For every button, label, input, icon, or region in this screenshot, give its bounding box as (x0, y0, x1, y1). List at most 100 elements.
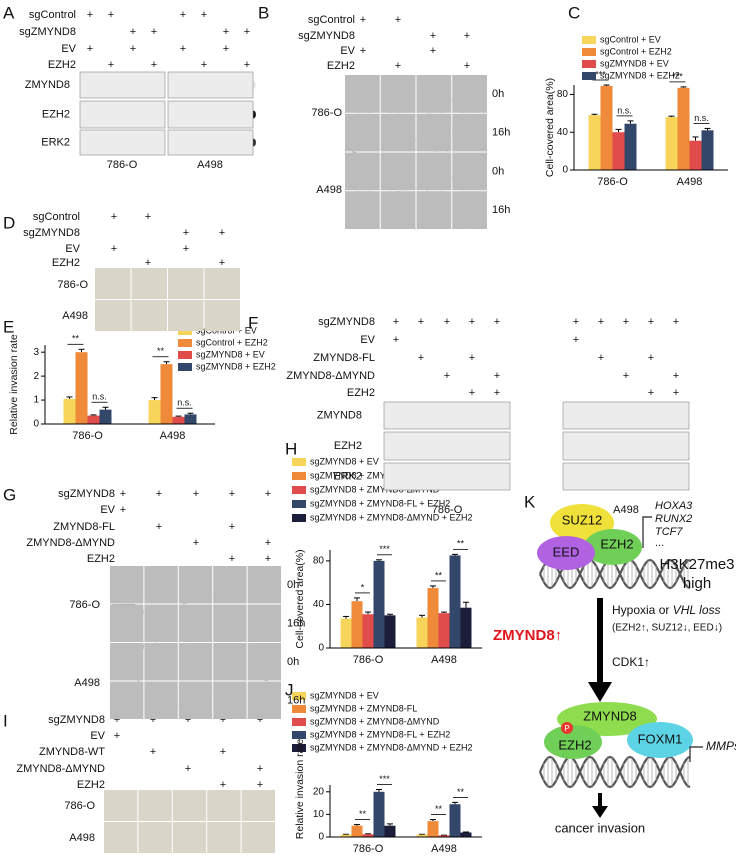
condition-mark: + (114, 730, 120, 742)
condition-mark: + (673, 370, 679, 382)
row-label: A498 (613, 504, 639, 516)
condition-mark: + (469, 352, 475, 364)
kinase: CDK1↑ (612, 655, 650, 669)
bar (148, 400, 161, 424)
panel-letter: H (285, 439, 297, 458)
bar (172, 416, 185, 424)
condition-mark: + (395, 14, 401, 26)
bar (384, 615, 396, 648)
row-label: ERK2 (41, 136, 70, 148)
bar (416, 617, 428, 648)
micrograph (110, 643, 144, 681)
bar (677, 87, 690, 170)
legend-label: sgZMYND8 + ZMYND8-ΔMYND (310, 716, 440, 726)
condition-mark: + (151, 59, 157, 71)
micrograph (110, 604, 144, 642)
condition-mark: + (494, 387, 500, 399)
foxm1-shape (627, 722, 693, 758)
panel-letter: F (248, 313, 258, 332)
condition-label: sgZMYND8 (23, 227, 80, 239)
target-gene: ... (655, 537, 664, 549)
micrograph (207, 822, 241, 853)
condition-mark: + (185, 763, 191, 775)
ezh2-shape (544, 725, 602, 759)
y-tick-label: 1 (33, 395, 39, 406)
condition-label: sgZMYND8 (19, 26, 76, 38)
condition-mark: + (418, 352, 424, 364)
panel-letter: D (3, 213, 15, 232)
condition-mark: + (145, 257, 151, 269)
row-label: 786-O (107, 159, 138, 171)
micrograph (247, 604, 281, 642)
y-axis-label: Relative invasion rate (294, 739, 306, 840)
blot (562, 401, 690, 430)
row-label: 16h (492, 127, 510, 139)
y-axis-label: Cell-covered area(%) (544, 78, 556, 177)
condition-mark: + (418, 316, 424, 328)
dna-strand (539, 558, 691, 590)
legend-label: sgZMYND8 + EV (600, 58, 669, 68)
legend-label: sgControl + EZH2 (600, 46, 672, 56)
bar (427, 588, 439, 648)
significance-label: ** (435, 804, 443, 814)
target-gene: RUNX2 (655, 513, 692, 525)
legend-swatch (292, 718, 306, 726)
micrograph (247, 643, 281, 681)
condition-mark: + (673, 387, 679, 399)
significance-label: *** (379, 544, 390, 554)
condition-mark: + (648, 316, 654, 328)
bar (701, 130, 714, 170)
legend-label: sgZMYND8 + EV (196, 349, 265, 359)
condition-mark: + (360, 45, 366, 57)
histone-mark-level: high (683, 575, 711, 592)
bar (75, 352, 88, 424)
y-tick-label: 20 (313, 786, 325, 797)
condition-mark: + (257, 714, 263, 726)
condition-label: EZH2 (87, 553, 115, 565)
condition-mark: + (114, 714, 120, 726)
stimulus-prefix: Hypoxia or (612, 603, 669, 617)
condition-mark: + (623, 316, 629, 328)
y-tick-label: 40 (557, 127, 569, 138)
condition-label: sgControl (29, 9, 76, 21)
significance-label: *** (672, 71, 683, 81)
condition-mark: + (111, 211, 117, 223)
row-label: EZH2 (42, 108, 70, 120)
micrograph (416, 75, 452, 113)
significance-label: ** (457, 539, 465, 549)
micrograph (95, 300, 131, 331)
blot (79, 71, 166, 99)
micrograph (172, 822, 207, 853)
condition-mark: + (573, 316, 579, 328)
condition-mark: + (201, 59, 207, 71)
y-tick-label: 2 (33, 371, 39, 382)
legend-label: sgZMYND8 + EZH2 (600, 70, 680, 80)
condition-mark: + (193, 537, 199, 549)
legend-swatch (292, 472, 306, 480)
row-label: 16h (492, 204, 510, 216)
x-tick-label: A498 (431, 654, 457, 666)
condition-mark: + (444, 370, 450, 382)
micrograph (138, 822, 172, 853)
condition-mark: + (120, 488, 126, 500)
condition-label: sgZMYND8 (48, 714, 105, 726)
row-label: 0h (287, 656, 299, 668)
condition-mark: + (673, 316, 679, 328)
condition-mark: + (265, 537, 271, 549)
panel-letter: B (258, 3, 269, 22)
condition-label: ZMYND8-ΔMYND (26, 537, 115, 549)
blot (383, 462, 511, 491)
micrograph (168, 268, 204, 299)
micrograph (138, 790, 172, 821)
condition-mark: + (573, 334, 579, 346)
panel-letter: E (3, 317, 14, 336)
micrograph (168, 300, 204, 331)
y-tick-label: 10 (313, 809, 325, 820)
legend-swatch (292, 514, 306, 522)
condition-mark: + (229, 521, 235, 533)
legend-label: sgZMYND8 + ZMYND8-ΔMYND + EZH2 (310, 742, 473, 752)
bar (449, 804, 461, 837)
legend-swatch (292, 705, 306, 713)
bar (373, 791, 385, 837)
